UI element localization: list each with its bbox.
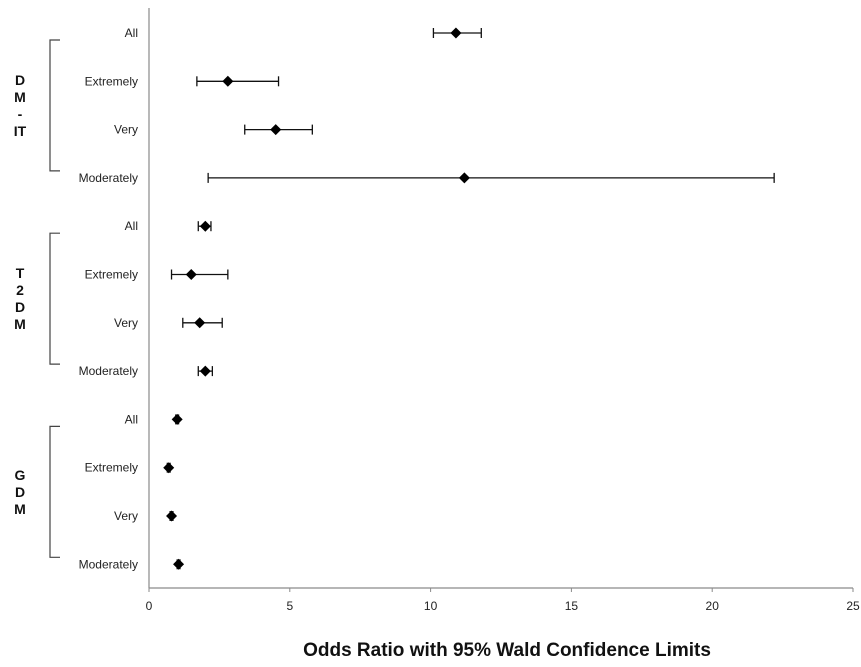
x-axis-title: Odds Ratio with 95% Wald Confidence Limi… xyxy=(303,640,711,661)
x-tick-label: 20 xyxy=(706,599,720,613)
row-label: Moderately xyxy=(79,364,138,378)
x-tick-label: 25 xyxy=(846,599,860,613)
forest-row: Extremely xyxy=(85,74,280,88)
odds-ratio-marker xyxy=(270,124,282,136)
row-label: Very xyxy=(114,509,138,523)
plot-area xyxy=(148,8,853,589)
odds-ratio-marker xyxy=(173,558,185,570)
row-label: Moderately xyxy=(79,557,138,571)
forest-row: Moderately xyxy=(79,171,775,185)
bracket-line xyxy=(49,232,60,365)
row-label: Extremely xyxy=(85,74,138,88)
odds-ratio-marker xyxy=(199,220,211,232)
odds-ratio-marker xyxy=(450,27,462,39)
forest-row: Very xyxy=(114,123,313,137)
x-tick-label: 5 xyxy=(286,599,293,613)
row-label: Very xyxy=(114,123,138,137)
group-label-char: T xyxy=(16,265,25,281)
group-label-char: M xyxy=(14,316,26,332)
odds-ratio-marker xyxy=(171,413,183,425)
forest-row: All xyxy=(125,412,183,426)
odds-ratio-marker xyxy=(185,269,197,280)
odds-ratio-marker xyxy=(194,317,206,329)
row-label: Very xyxy=(114,316,138,330)
bracket-line xyxy=(49,39,60,172)
group-label-char: D xyxy=(15,72,25,88)
x-tick-label: 15 xyxy=(565,599,579,613)
odds-ratio-marker xyxy=(458,172,470,184)
forest-row: All xyxy=(125,219,212,233)
group-label-char: M xyxy=(14,89,26,105)
forest-row: Very xyxy=(114,316,223,330)
row-label: Moderately xyxy=(79,171,138,185)
group-label-char: - xyxy=(18,106,23,122)
bracket-line xyxy=(49,425,60,558)
odds-ratio-marker xyxy=(163,462,175,474)
group-label-char: D xyxy=(15,299,25,315)
row-label: Extremely xyxy=(85,268,138,282)
odds-ratio-marker xyxy=(199,365,211,377)
group-label-char: 2 xyxy=(16,282,24,298)
row-label: All xyxy=(125,412,138,426)
x-axis-ticks: 0 5 10 15 20 25 xyxy=(146,588,860,613)
group-bracket: GDM xyxy=(14,425,60,558)
forest-row: All xyxy=(125,26,482,40)
row-label: All xyxy=(125,26,138,40)
group-label-char: D xyxy=(15,484,25,500)
forest-row: Very xyxy=(114,509,178,523)
forest-row: Extremely xyxy=(85,268,229,282)
forest-rows: All Extremely Very Moderately All Extremely Ve… xyxy=(79,26,775,571)
group-bracket: DM-IT xyxy=(14,39,60,172)
group-label-char: G xyxy=(15,467,26,483)
x-tick-label: 10 xyxy=(424,599,438,613)
forest-row: Moderately xyxy=(79,364,214,378)
group-label-char: IT xyxy=(14,123,27,139)
row-label: Extremely xyxy=(85,461,138,475)
row-label: All xyxy=(125,219,138,233)
forest-row: Moderately xyxy=(79,557,185,571)
x-tick-label: 0 xyxy=(146,599,153,613)
odds-ratio-marker xyxy=(166,510,178,522)
group-label-char: M xyxy=(14,501,26,517)
forest-row: Extremely xyxy=(85,461,175,475)
odds-ratio-marker xyxy=(222,75,234,87)
